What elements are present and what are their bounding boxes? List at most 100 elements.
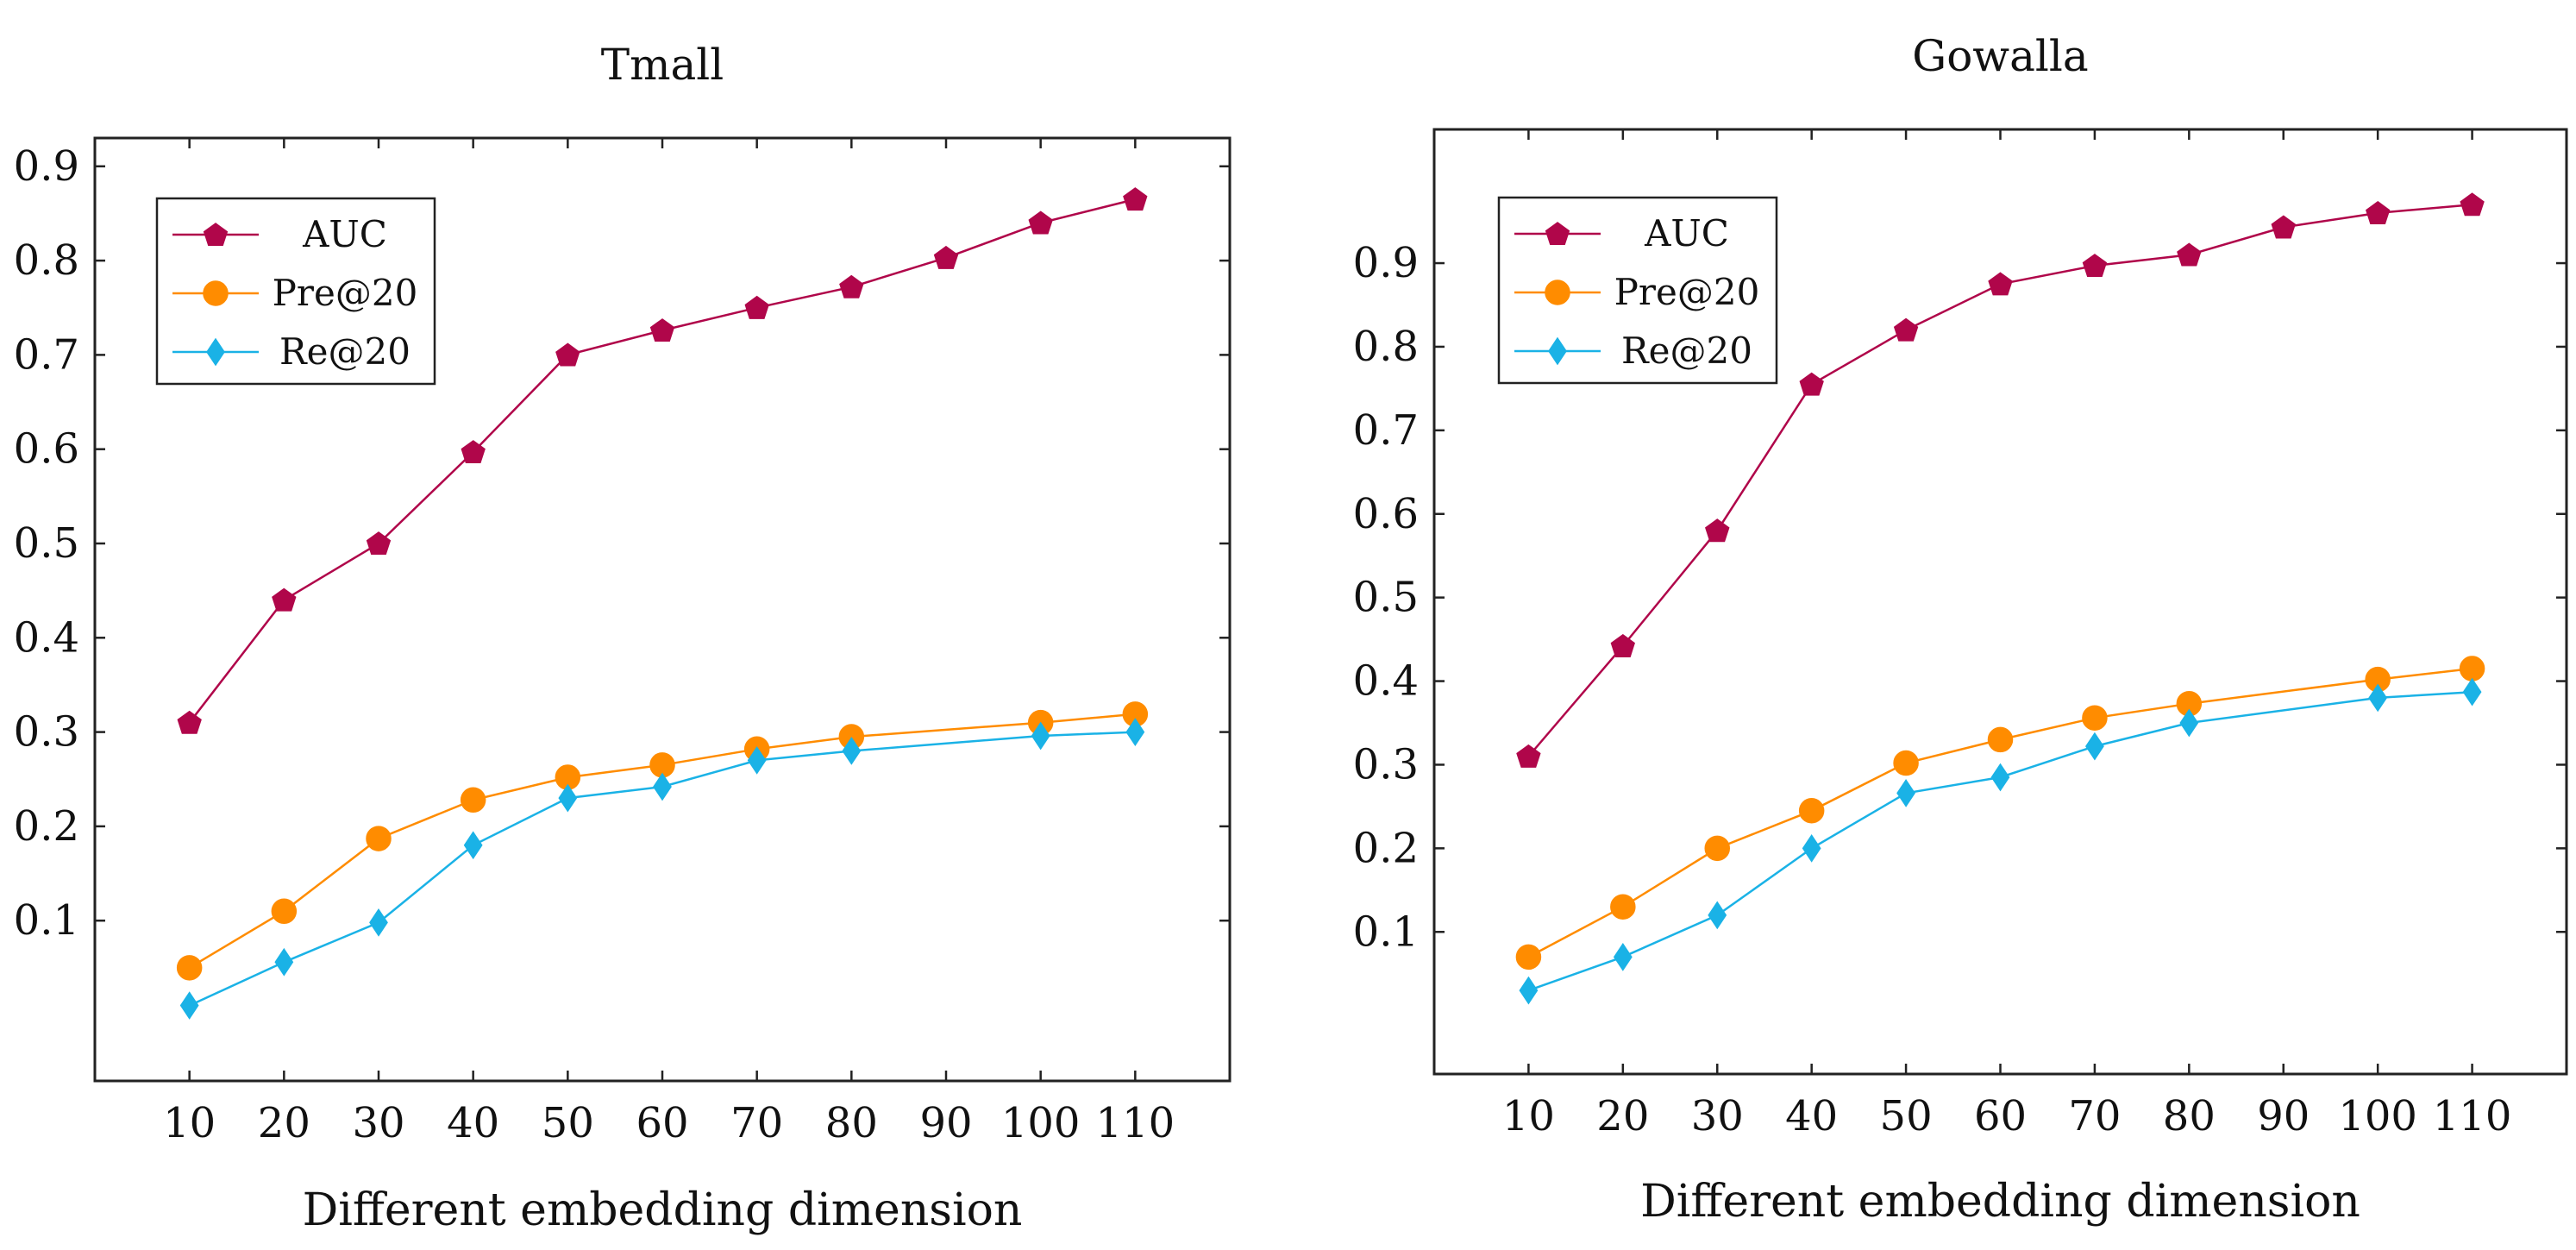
- data-point: [2082, 705, 2108, 731]
- series-line: [189, 713, 1136, 969]
- data-point: [649, 318, 675, 342]
- y-tick-label: 0.1: [1353, 908, 1419, 956]
- legend-marker: [203, 223, 229, 247]
- y-tick-label: 0.8: [1353, 323, 1419, 371]
- x-tick-label: 110: [1096, 1099, 1175, 1147]
- series-line: [1527, 667, 2473, 958]
- chart-gowalla: Gowalla 0.1 0.2 0.3 0.4 0.5 0.6 0.7 0.8 0.9 10 20 30…: [1353, 31, 2568, 1228]
- x-tick-label: 30: [352, 1099, 404, 1147]
- x-tick-label: 100: [2338, 1092, 2417, 1140]
- data-point: [2179, 708, 2199, 738]
- data-point: [366, 826, 392, 851]
- series-auc: [1516, 192, 2485, 768]
- data-point: [1893, 317, 1919, 342]
- data-point: [1802, 834, 1821, 863]
- data-point: [1798, 798, 1825, 824]
- data-point: [2082, 254, 2108, 278]
- x-tick-label: 60: [636, 1099, 688, 1147]
- legend: AUC Pre@20 Re@20: [155, 197, 436, 386]
- data-point: [1896, 779, 1915, 807]
- x-tick-label: 110: [2433, 1092, 2512, 1140]
- series-auc: [177, 187, 1148, 734]
- data-point: [2085, 732, 2104, 761]
- x-axis-label: Different embedding dimension: [303, 1184, 1023, 1236]
- data-point: [461, 440, 486, 464]
- data-point: [1515, 944, 1542, 970]
- y-tick-label: 0.6: [1353, 490, 1419, 538]
- data-point: [463, 831, 483, 860]
- data-point: [2368, 683, 2388, 713]
- legend-marker: [206, 337, 225, 367]
- data-point: [2460, 192, 2485, 217]
- legend-marker: [203, 280, 229, 306]
- x-tick-label: 70: [2068, 1092, 2121, 1140]
- x-tick-label: 60: [1974, 1092, 2027, 1140]
- series-line: [1527, 690, 2473, 992]
- x-tick-label: 100: [1001, 1099, 1081, 1147]
- legend-marker: [1545, 222, 1570, 246]
- data-point: [1988, 272, 2013, 296]
- x-tick-label: 50: [542, 1099, 594, 1147]
- data-point: [1613, 942, 1633, 971]
- data-point: [1125, 718, 1145, 746]
- data-point: [1799, 372, 1824, 396]
- data-point: [2177, 242, 2202, 267]
- chart-tmall: Tmall 0.1 0.2 0.3 0.4 0.5 0.6 0.7 0.8 0.9 10 20 30 40…: [14, 40, 1232, 1236]
- x-tick-label: 20: [1596, 1092, 1649, 1140]
- chart-title: Tmall: [601, 40, 724, 90]
- data-point: [274, 947, 294, 977]
- data-point: [1610, 894, 1636, 920]
- data-point: [2459, 656, 2485, 682]
- y-tick-label: 0.5: [14, 519, 79, 568]
- series-re-20: [179, 718, 1145, 1020]
- data-point: [176, 955, 203, 981]
- legend-label: Pre@20: [273, 272, 418, 314]
- data-point: [2462, 677, 2482, 707]
- data-point: [177, 710, 202, 734]
- data-point: [744, 295, 769, 319]
- data-point: [271, 898, 298, 925]
- legend-label: AUC: [1644, 212, 1729, 254]
- data-point: [272, 587, 297, 612]
- data-point: [1990, 763, 2010, 792]
- y-tick-label: 0.7: [14, 330, 79, 379]
- data-point: [842, 737, 862, 765]
- x-tick-label: 80: [2163, 1092, 2216, 1140]
- y-tick-label: 0.1: [14, 896, 79, 945]
- chart-title: Gowalla: [1912, 31, 2088, 81]
- data-point: [1705, 518, 1730, 543]
- x-tick-label: 90: [919, 1099, 972, 1147]
- x-tick-label: 90: [2257, 1092, 2310, 1140]
- series-re-20: [1519, 677, 2482, 1005]
- y-tick-label: 0.7: [1353, 406, 1419, 455]
- y-tick-label: 0.4: [1353, 657, 1419, 706]
- data-point: [933, 245, 959, 269]
- legend-label: AUC: [302, 213, 387, 255]
- data-point: [555, 342, 580, 367]
- legend-label: Pre@20: [1614, 271, 1760, 313]
- y-tick-label: 0.9: [1353, 239, 1419, 287]
- data-point: [1031, 721, 1050, 751]
- x-tick-label: 70: [730, 1099, 783, 1147]
- y-tick-label: 0.2: [1353, 824, 1419, 872]
- data-point: [1028, 210, 1053, 235]
- y-tick-label: 0.9: [14, 142, 79, 191]
- y-tick-label: 0.5: [1353, 574, 1419, 622]
- y-tick-label: 0.4: [14, 613, 79, 662]
- x-tick-label: 50: [1880, 1092, 1933, 1140]
- y-tick-label: 0.2: [14, 802, 79, 851]
- series-pre-20: [1515, 656, 2485, 970]
- x-tick-label: 40: [447, 1099, 499, 1147]
- legend-marker: [1548, 336, 1567, 366]
- data-point: [747, 746, 767, 775]
- data-point: [460, 787, 486, 813]
- x-axis-label: Different embedding dimension: [1640, 1176, 2360, 1228]
- data-point: [366, 531, 392, 556]
- x-tick-label: 10: [1502, 1092, 1555, 1140]
- x-tick-label: 20: [258, 1099, 310, 1147]
- data-point: [1516, 744, 1541, 768]
- series-pre-20: [176, 701, 1149, 981]
- x-tick-label: 40: [1785, 1092, 1838, 1140]
- data-point: [1893, 750, 1919, 776]
